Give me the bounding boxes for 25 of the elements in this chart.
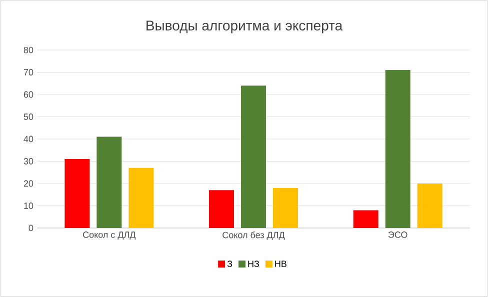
y-tick-label: 70 xyxy=(24,69,34,76)
y-tick-label: 50 xyxy=(24,114,34,120)
bar xyxy=(273,188,298,228)
legend-label: З xyxy=(227,260,232,268)
x-tick-label: Сокол с ДЛД xyxy=(83,232,136,240)
x-tick-label: ЭСО xyxy=(388,232,408,238)
chart-title: Выводы алгоритма и эксперта xyxy=(146,20,343,34)
bar xyxy=(385,70,410,228)
bar xyxy=(241,86,266,228)
legend-label: НЗ xyxy=(248,260,259,268)
y-tick-label: 0 xyxy=(28,224,34,232)
bar xyxy=(96,136,122,228)
bar xyxy=(128,168,154,228)
y-tick-label: 10 xyxy=(24,202,34,209)
legend-label: НВ xyxy=(275,260,286,267)
y-tick-label: 40 xyxy=(24,136,34,142)
y-tick-label: 80 xyxy=(24,46,34,54)
bar xyxy=(417,183,442,228)
bar xyxy=(64,159,90,228)
bar xyxy=(209,190,234,228)
x-tick-label: Сокол без ДЛД xyxy=(222,232,285,240)
y-tick-label: 20 xyxy=(24,180,34,187)
y-tick-label: 60 xyxy=(24,91,34,98)
bar xyxy=(353,210,378,228)
y-tick-label: 30 xyxy=(24,158,34,164)
